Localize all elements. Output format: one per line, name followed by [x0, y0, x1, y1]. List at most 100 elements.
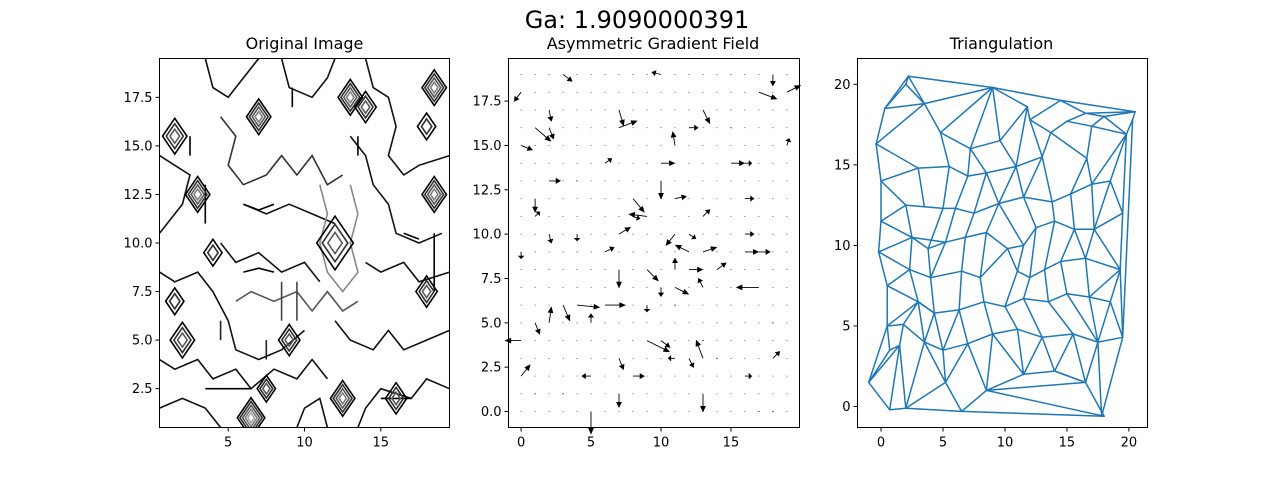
triangulation-edge	[884, 83, 907, 110]
quiver-arrow	[562, 180, 564, 182]
quiver-arrow	[590, 269, 592, 271]
quiver-arrow	[562, 144, 564, 146]
quiver-arrow	[786, 411, 788, 412]
triangulation-edge	[1093, 228, 1121, 271]
triangulation-edge	[985, 202, 1000, 234]
triangulation-edge	[929, 241, 947, 279]
quiver-arrow	[674, 127, 676, 129]
quiver-arrow	[716, 233, 718, 235]
triangulation-edge	[1088, 296, 1099, 343]
quiver-arrow	[616, 269, 622, 289]
quiver-arrow	[534, 375, 536, 377]
quiver-arrow	[674, 375, 676, 377]
contour-diamond	[241, 403, 261, 428]
triangulation-edge	[1090, 180, 1112, 185]
quiver-arrow	[604, 286, 606, 288]
quiver-arrow	[618, 375, 620, 377]
quiver-arrow	[549, 177, 562, 184]
quiver-arrow	[660, 411, 662, 412]
contour-diamond	[329, 379, 356, 418]
quiver-arrow	[772, 269, 774, 271]
quiver-arrow	[772, 109, 774, 111]
quiver-arrow	[646, 233, 648, 235]
quiver-arrow	[632, 411, 634, 412]
y-tick-label: 15.0	[473, 139, 502, 154]
quiver-arrow	[590, 393, 592, 395]
triangulation-edge	[942, 309, 960, 351]
triangulation-edge	[1084, 112, 1105, 118]
gradient-field-axes: 0 5 10 15 0.0 2.5 5.0 7.5 10.0 12.5 15.0 17.5	[473, 58, 800, 451]
quiver-arrow	[758, 357, 760, 359]
quiver-arrow	[532, 198, 539, 213]
quiver-arrow	[665, 233, 676, 246]
y-tick-label: 10.0	[473, 228, 502, 243]
quiver-arrow	[590, 198, 592, 200]
triangulation-edge	[985, 172, 1000, 205]
quiver-arrow	[772, 410, 774, 413]
figure-suptitle: Ga: 1.9090000391	[525, 6, 750, 34]
quiver-arrow	[520, 286, 522, 288]
quiver-arrow	[716, 251, 718, 253]
quiver-arrow	[688, 358, 695, 368]
quiver-arrow	[618, 251, 620, 253]
triangulation-edge	[967, 342, 988, 392]
quiver-arrow	[548, 340, 550, 342]
triangulation-edge	[958, 309, 969, 345]
triangulation-edge	[1022, 276, 1031, 300]
quiver-arrow	[534, 357, 536, 359]
quiver-arrow	[716, 375, 718, 377]
triangulation-edge	[991, 328, 1019, 335]
triangulation-edge	[1029, 99, 1062, 121]
triangulation-edge	[991, 86, 1029, 108]
quiver-arrow	[660, 233, 662, 235]
triangulation-edge	[1059, 257, 1087, 263]
quiver-arrow	[700, 393, 706, 413]
triangulation-edge	[939, 86, 994, 134]
quiver-arrow	[772, 340, 774, 342]
triangulation-edge	[969, 147, 988, 174]
triangulation-edge	[1043, 260, 1062, 271]
quiver-arrow	[534, 109, 536, 111]
quiver-arrow	[534, 269, 536, 271]
quiver-arrow	[786, 109, 788, 111]
quiver-arrow	[604, 157, 613, 164]
triangulation-edge	[923, 341, 944, 351]
quiver-arrow	[548, 357, 550, 359]
original-image-plot	[159, 58, 450, 428]
quiver-arrow	[730, 91, 732, 93]
quiver-arrow	[520, 144, 533, 151]
triangulation-edge	[898, 344, 907, 409]
contour-diamond	[236, 396, 266, 428]
triangulation-edge	[1109, 180, 1124, 214]
quiver-arrow	[604, 180, 606, 182]
quiver-arrow	[604, 233, 606, 235]
triangulation-edge	[944, 236, 967, 243]
triangulation-edge	[942, 342, 969, 351]
triangulation-edge	[1109, 268, 1121, 303]
contour-diamond	[206, 243, 220, 262]
quiver-arrow	[744, 180, 746, 182]
quiver-arrow	[786, 233, 788, 235]
triangulation-edge	[1125, 118, 1134, 135]
triangulation-edge	[1022, 297, 1050, 303]
quiver-arrow	[660, 91, 662, 93]
quiver-arrow	[646, 411, 648, 412]
quiver-arrow	[688, 233, 697, 240]
triangulation-edge	[1004, 305, 1019, 330]
triangulation-edge	[1066, 293, 1091, 298]
quiver-arrow	[548, 74, 550, 75]
quiver-arrow	[520, 304, 522, 306]
triangulation-edge	[1088, 268, 1121, 298]
quiver-arrow	[660, 393, 662, 395]
quiver-arrow	[758, 375, 760, 377]
triangulation-edge	[923, 341, 947, 384]
y-tick-label: 12.5	[473, 183, 502, 198]
quiver-arrow	[646, 340, 671, 353]
quiver-arrow	[730, 180, 732, 182]
quiver-arrow	[520, 269, 522, 271]
x-tick-label: 5	[587, 436, 595, 451]
panel-title-original-image: Original Image	[246, 34, 364, 53]
quiver-arrow	[520, 127, 522, 129]
quiver-arrow	[520, 364, 531, 377]
contour-diamond	[315, 214, 355, 272]
